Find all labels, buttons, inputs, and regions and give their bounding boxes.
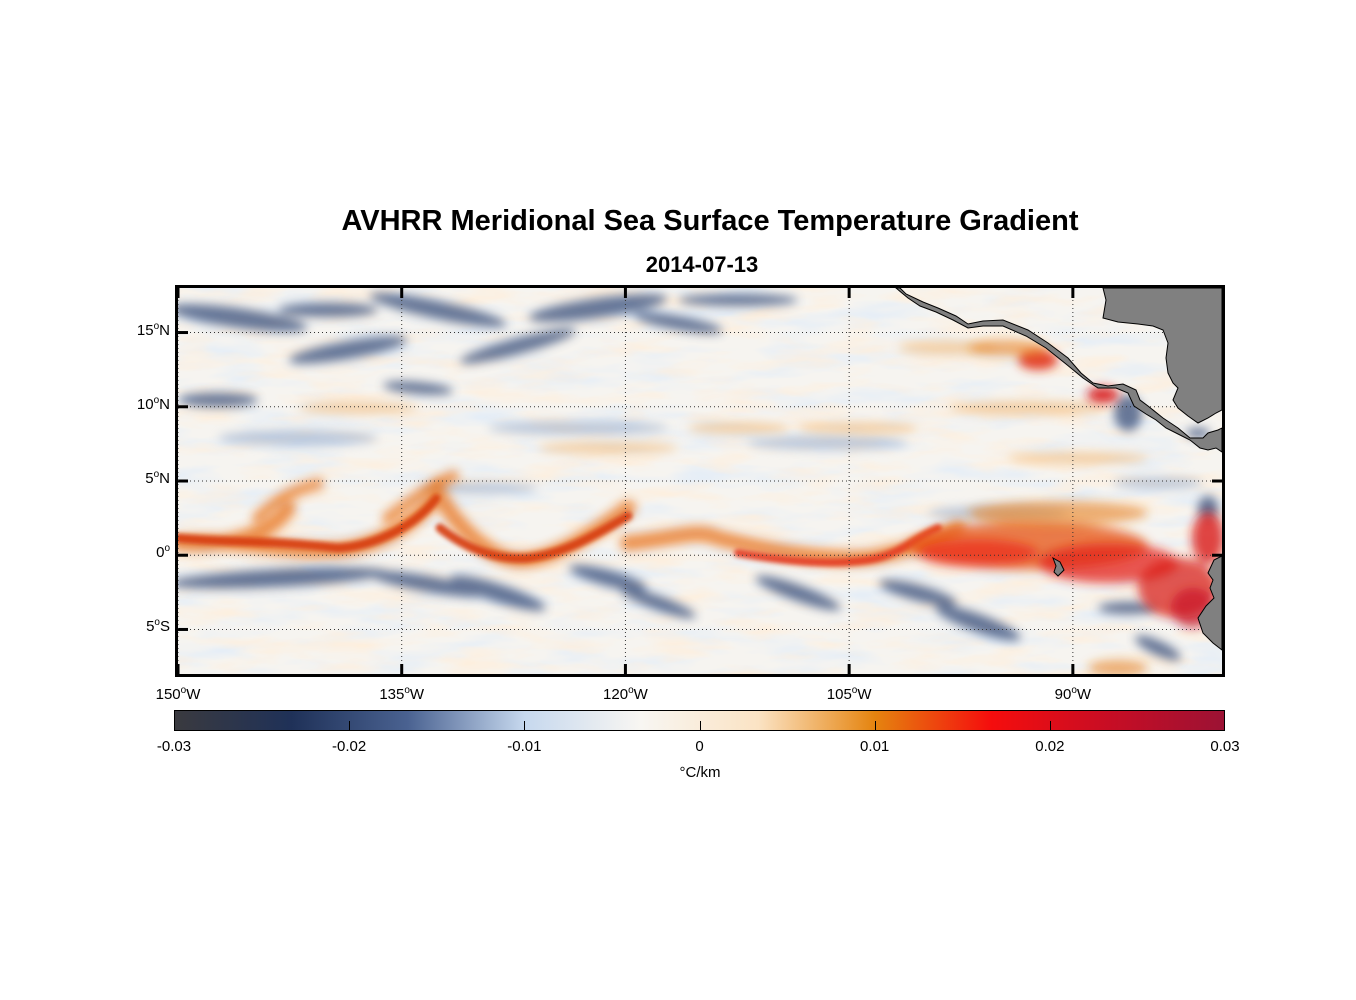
map-panel (175, 285, 1225, 677)
chart-date-subtitle: 2014-07-13 (645, 252, 759, 277)
lon-tick-label: 90oW (1055, 685, 1091, 703)
degree-symbol: o (628, 685, 634, 696)
tick-number: 0 (156, 544, 165, 562)
gradient-field-map (178, 288, 1222, 674)
degree-symbol: o (153, 394, 160, 406)
colorbar-tick-label: 0.01 (860, 738, 890, 755)
degree-symbol: o (164, 543, 170, 555)
colorbar-tick-label: 0 (695, 738, 704, 755)
negative-gradient-streaks-north (178, 292, 1210, 438)
hemisphere-letter: W (633, 686, 648, 703)
landmass (895, 288, 1222, 651)
colorbar-tick-mark (349, 721, 351, 730)
central-america-land (895, 288, 1222, 453)
degree-symbol: o (153, 469, 160, 480)
colorbar-tick-mark (1049, 721, 1051, 730)
lon-tick-label: 120oW (603, 685, 648, 703)
lon-tick-label: 150oW (156, 685, 201, 703)
tick-number: 10 (136, 395, 154, 413)
colorbar (174, 710, 1225, 731)
lat-tick-label: 10oN (137, 395, 170, 413)
tick-number: 5 (145, 470, 154, 487)
colorbar-units-label: °C/km (679, 764, 721, 781)
lat-tick-label: 5oN (145, 469, 170, 487)
colorbar-tick-label: 0.02 (1035, 738, 1065, 755)
hemisphere-letter: N (159, 395, 170, 413)
colorbar-tick-mark (874, 721, 876, 730)
colorbar-tick-mark (524, 721, 526, 730)
hemisphere-letter: W (186, 686, 201, 703)
hemisphere-letter: W (1076, 686, 1092, 703)
hemisphere-letter: W (409, 686, 425, 703)
degree-symbol: o (153, 320, 160, 332)
colorbar-tick-label: -0.03 (156, 738, 192, 755)
lon-tick-label: 105oW (827, 685, 872, 703)
tick-number: 120 (603, 686, 629, 703)
degree-symbol: o (851, 685, 858, 696)
degree-symbol: o (1071, 685, 1077, 696)
weak-positive-gradient-streaks (298, 341, 1148, 464)
hemisphere-letter: N (159, 321, 170, 339)
degree-symbol: o (154, 617, 160, 629)
colorbar-tick-label: 0.03 (1210, 738, 1240, 755)
hemisphere-letter: S (159, 618, 170, 636)
degree-symbol: o (404, 685, 410, 696)
lat-tick-label: 15oN (137, 321, 170, 339)
south-america-coast (1197, 555, 1222, 651)
colorbar-tick-mark (699, 721, 701, 730)
tick-number: 150 (155, 686, 181, 703)
degree-symbol: o (180, 685, 187, 696)
hemisphere-letter: W (857, 686, 872, 703)
chart-title: AVHRR Meridional Sea Surface Temperature… (341, 205, 1079, 237)
tick-number: 135 (379, 686, 405, 703)
galapagos-islands (1052, 556, 1065, 577)
colorbar-tick-label: -0.02 (332, 738, 367, 755)
lat-tick-label: 0o (156, 543, 170, 561)
lat-tick-label: 5oS (146, 617, 170, 635)
tick-number: 90 (1054, 686, 1072, 703)
tick-number: 5 (146, 618, 155, 636)
tick-number: 105 (826, 686, 852, 703)
tick-number: 15 (136, 321, 154, 339)
lon-tick-label: 135oW (379, 685, 424, 703)
colorbar-tick-label: -0.01 (507, 738, 542, 755)
hemisphere-letter: N (159, 470, 170, 487)
